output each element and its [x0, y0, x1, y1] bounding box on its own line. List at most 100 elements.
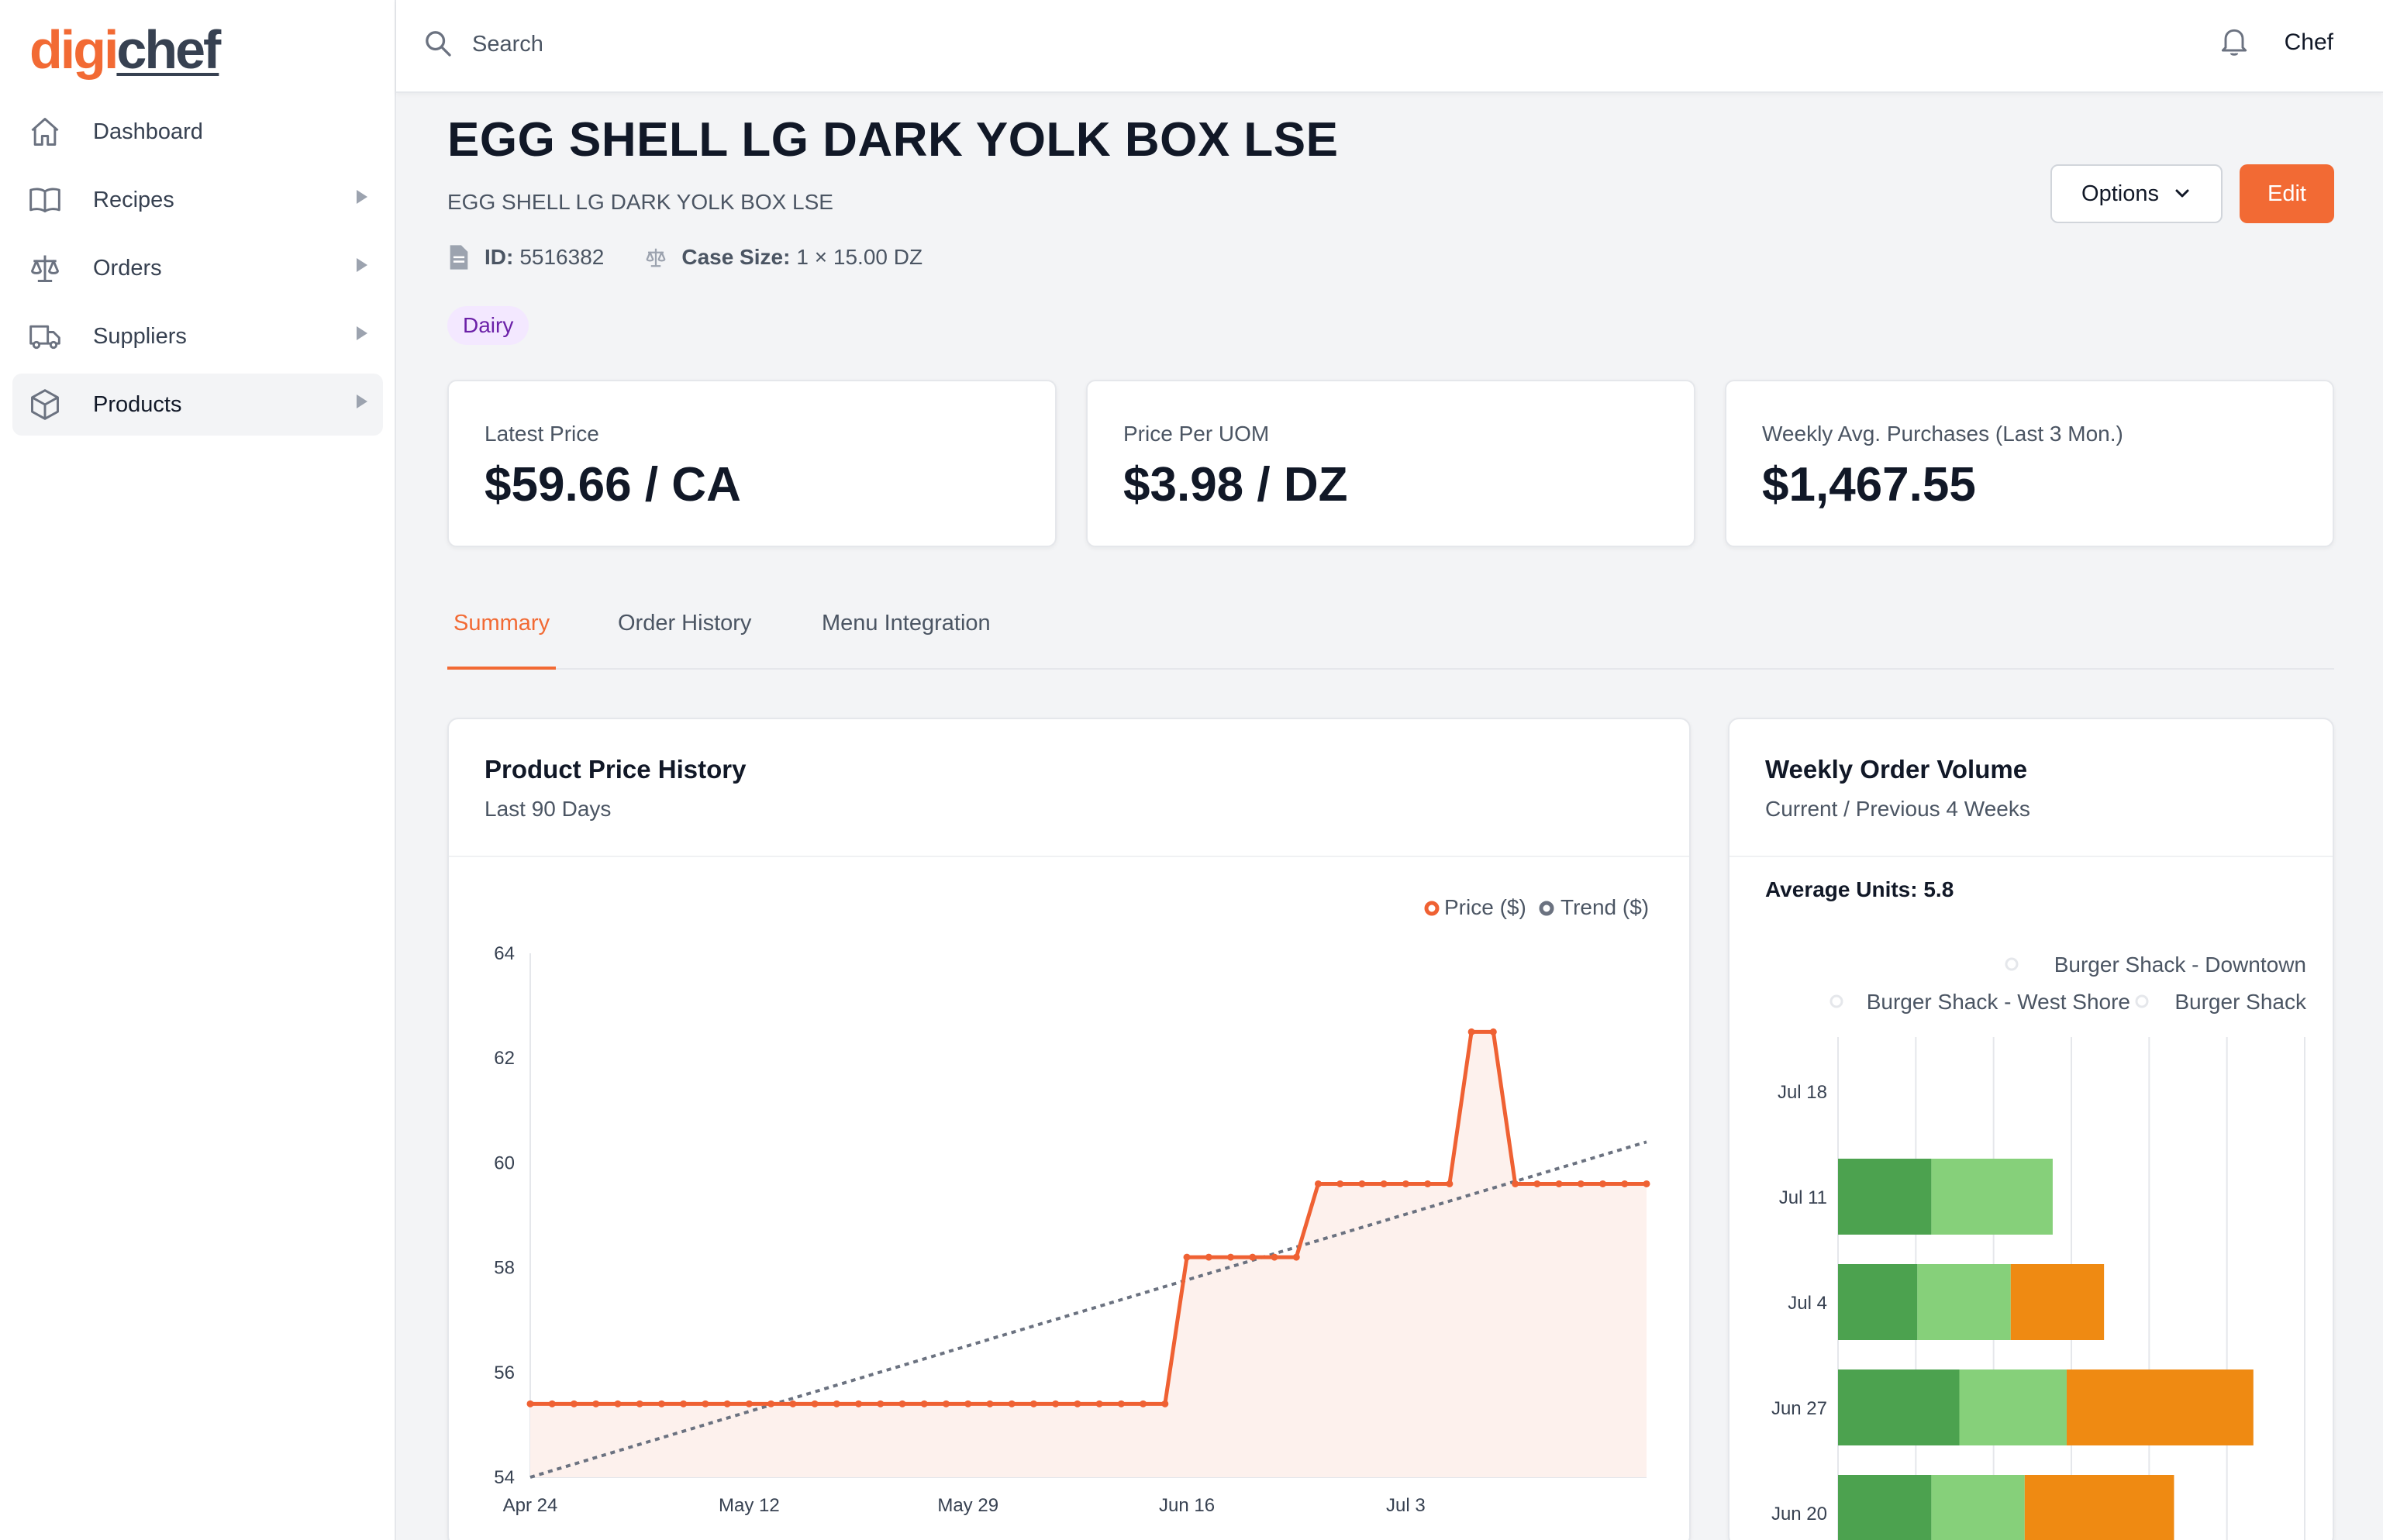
price-point: [1205, 1253, 1212, 1261]
stat-value: $3.98 / DZ: [1123, 458, 1348, 512]
y-tick-label: 62: [494, 1048, 515, 1069]
sidebar-nav: Dashboard Recipes Orders Suppliers: [12, 101, 383, 442]
y-tick-label: Jun 27: [1771, 1398, 1827, 1419]
legend-label-trend: Trend ($): [1561, 895, 1649, 919]
bar-segment: [1959, 1369, 2067, 1445]
stat-card-latest-price: Latest Price $59.66 / CA: [447, 380, 1057, 547]
price-point: [570, 1400, 578, 1407]
tab-menu-integration[interactable]: Menu Integration: [822, 611, 991, 636]
x-tick-label: Jul 3: [1386, 1495, 1426, 1516]
sidebar-item-recipes[interactable]: Recipes: [12, 169, 383, 231]
price-point: [1074, 1400, 1081, 1407]
price-point: [1599, 1180, 1607, 1187]
sidebar-item-suppliers[interactable]: Suppliers: [12, 305, 383, 367]
product-meta: ID: 5516382 Case Size: 1 × 15.00 DZ: [447, 244, 963, 270]
x-tick-label: Apr 24: [503, 1495, 558, 1516]
sidebar-item-products[interactable]: Products: [12, 374, 383, 436]
price-point: [964, 1400, 972, 1407]
bar-segment: [2066, 1369, 2254, 1445]
price-point: [920, 1400, 928, 1407]
bell-icon[interactable]: [2217, 23, 2251, 60]
bar-segment: [1931, 1159, 2053, 1235]
scale-icon: [28, 251, 62, 285]
price-point: [702, 1400, 709, 1407]
tab-order-history[interactable]: Order History: [618, 611, 752, 636]
price-area: [530, 1032, 1647, 1477]
home-icon: [28, 115, 62, 149]
price-point: [1314, 1180, 1322, 1187]
price-point: [1008, 1400, 1016, 1407]
case-size-label: Case Size:: [681, 245, 791, 269]
stat-label: Weekly Avg. Purchases (Last 3 Mon.): [1762, 422, 2123, 446]
divider: [449, 856, 1689, 857]
price-point: [898, 1400, 906, 1407]
caret-right-icon: [357, 326, 367, 340]
price-point: [1424, 1180, 1432, 1187]
card-title: Weekly Order Volume: [1765, 755, 2028, 784]
sidebar-item-orders[interactable]: Orders: [12, 237, 383, 299]
sidebar-item-label: Products: [93, 391, 182, 417]
legend-marker-downtown: [2005, 957, 2019, 971]
sidebar-item-label: Dashboard: [93, 119, 203, 144]
options-button-label: Options: [2081, 181, 2159, 206]
average-units: Average Units: 5.8: [1765, 877, 1954, 901]
search-input[interactable]: [472, 22, 1170, 67]
bar-segment: [1838, 1264, 1918, 1340]
stat-card-price-per-uom: Price Per UOM $3.98 / DZ: [1086, 380, 1695, 547]
page-subtitle: EGG SHELL LG DARK YOLK BOX LSE: [447, 190, 833, 214]
price-point: [1095, 1400, 1103, 1407]
order-volume-chart[interactable]: Jul 18 Jul 11 Jul 4 Jun 27 Jun 20 Burger Shac…: [1729, 719, 2334, 1540]
y-tick-label: Jul 18: [1778, 1082, 1827, 1103]
sidebar: digichef Dashboard Recipes Orders: [0, 0, 396, 1540]
price-line: [530, 1029, 1647, 1406]
stat-label: Latest Price: [485, 422, 599, 446]
y-tick-label: 56: [494, 1363, 515, 1383]
price-history-chart[interactable]: 54 56 58 60 62 64 Apr 24 May 12 May 29 Jun 16 Jul …: [449, 719, 1691, 1540]
price-point: [1358, 1180, 1366, 1187]
legend-label-price: Price ($): [1444, 895, 1526, 919]
caret-right-icon: [357, 190, 367, 204]
price-point: [636, 1400, 643, 1407]
chevron-down-icon: [2175, 189, 2189, 198]
sidebar-item-dashboard[interactable]: Dashboard: [12, 101, 383, 163]
truck-icon: [28, 319, 62, 353]
sidebar-item-label: Suppliers: [93, 323, 187, 349]
y-tick-label: 64: [494, 943, 515, 964]
logo-text-digi: digi: [29, 19, 119, 80]
price-point: [1533, 1180, 1541, 1187]
price-point: [723, 1400, 731, 1407]
options-button[interactable]: Options: [2050, 164, 2223, 223]
edit-button[interactable]: Edit: [2240, 164, 2334, 223]
bar-segment: [1838, 1475, 1932, 1540]
tab-summary[interactable]: Summary: [447, 611, 557, 670]
scale-icon: [646, 248, 666, 267]
price-point: [1336, 1180, 1344, 1187]
price-point: [680, 1400, 688, 1407]
price-point: [1227, 1253, 1235, 1261]
price-point: [1489, 1028, 1497, 1035]
price-point: [1140, 1400, 1147, 1407]
top-bar: Chef: [396, 0, 2383, 93]
x-tick-label: May 12: [719, 1495, 780, 1516]
document-icon: [450, 245, 468, 270]
price-point: [1117, 1400, 1125, 1407]
price-point: [1292, 1253, 1300, 1261]
price-point: [1249, 1253, 1257, 1261]
order-volume-card: Weekly Order Volume Current / Previous 4…: [1728, 718, 2334, 1540]
price-point: [526, 1400, 534, 1407]
product-case-size: Case Size: 1 × 15.00 DZ: [644, 244, 923, 270]
y-tick-label: Jul 11: [1779, 1187, 1827, 1208]
price-point: [855, 1400, 863, 1407]
stat-label: Price Per UOM: [1123, 422, 1270, 446]
y-tick-label: 58: [494, 1258, 515, 1279]
legend-marker-price: [1424, 901, 1440, 916]
sidebar-item-label: Recipes: [93, 187, 174, 212]
legend-marker-westshore: [1829, 994, 1843, 1008]
price-point: [811, 1400, 819, 1407]
legend-label-westshore: Burger Shack - West Shore: [1867, 990, 2130, 1014]
price-point: [548, 1400, 556, 1407]
price-point: [1380, 1180, 1388, 1187]
user-menu[interactable]: Chef: [2284, 29, 2333, 55]
trend-line: [529, 1140, 1647, 1479]
logo[interactable]: digichef: [29, 19, 221, 81]
